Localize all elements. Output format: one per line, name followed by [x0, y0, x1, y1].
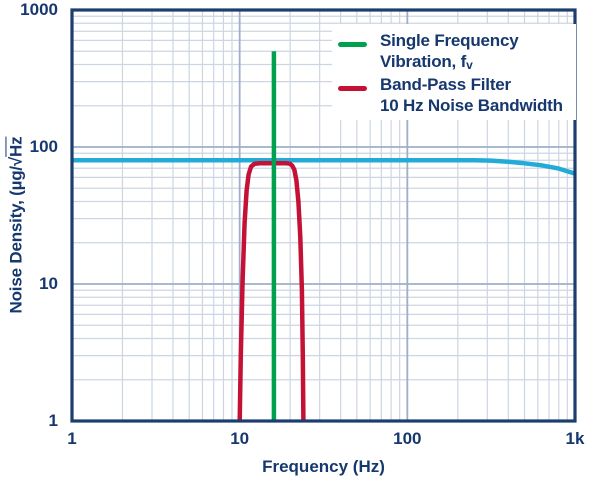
subscript-v: v	[466, 58, 473, 72]
legend-label-line1: Band-Pass Filter	[380, 75, 511, 94]
y-tick-label-1: 1	[48, 411, 58, 430]
y-tick-label-1000: 1000	[20, 0, 58, 19]
series-band-pass-filter	[237, 161, 306, 422]
legend-label-line2: 10 Hz Noise Bandwidth	[380, 96, 563, 115]
legend-swatch-green-line	[338, 42, 367, 47]
x-tick-label-1: 1	[67, 429, 77, 448]
y-tick-label-100: 100	[29, 137, 58, 156]
legend-item-band-pass-filter: Band-Pass Filter 10 Hz Noise Bandwidth	[338, 74, 576, 116]
x-tick-label-10: 10	[230, 429, 250, 448]
legend-label: Band-Pass Filter 10 Hz Noise Bandwidth	[380, 74, 563, 116]
y-tick-label-10: 10	[39, 274, 58, 293]
legend-label-line2: Vibration, fv	[380, 52, 473, 72]
series-broadband-noise-density	[72, 158, 576, 176]
legend-swatch-red-line	[338, 86, 367, 91]
legend-label: Single Frequency Vibration, fv	[380, 30, 519, 74]
x-tick-label-1k: 1k	[565, 429, 585, 448]
plot-frame	[70, 8, 577, 423]
x-tick-label-100: 100	[393, 429, 422, 448]
legend-label-line1: Single Frequency	[380, 31, 519, 50]
x-axis-title: Frequency (Hz)	[262, 457, 385, 476]
legend-item-single-frequency-vibration: Single Frequency Vibration, fv	[338, 30, 576, 74]
legend: Single Frequency Vibration, fv Band-Pass…	[332, 24, 576, 120]
